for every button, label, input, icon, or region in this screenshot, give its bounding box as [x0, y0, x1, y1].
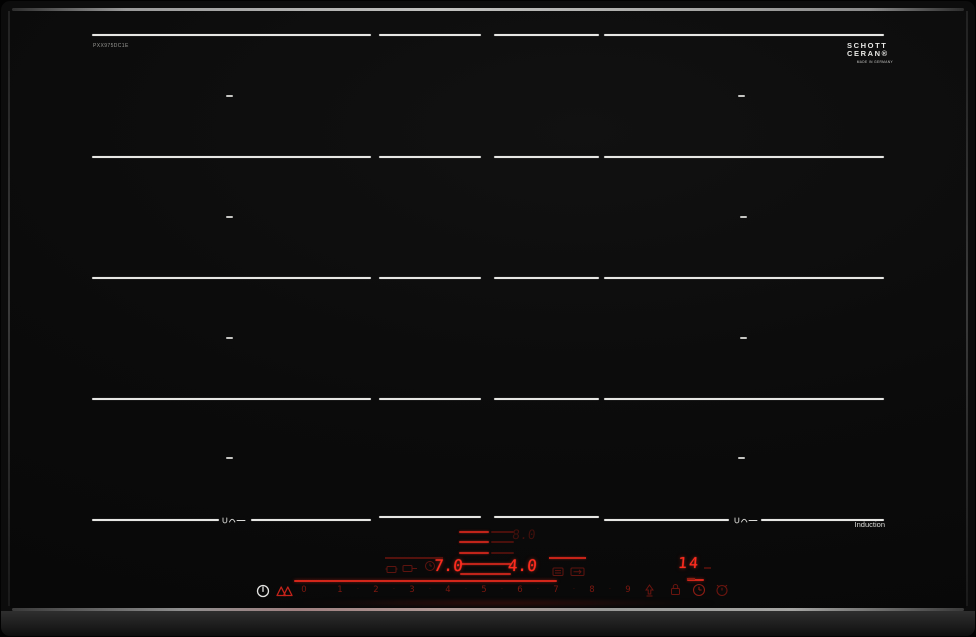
pan-detection-dash: [738, 457, 745, 459]
half-level-dot[interactable]: ·: [536, 584, 540, 593]
pan-detection-dash: [226, 95, 233, 97]
half-level-dot[interactable]: ·: [500, 584, 504, 593]
induction-label: Induction: [854, 520, 885, 529]
power-move-icon[interactable]: [276, 584, 293, 602]
zone-boundary-line: [494, 156, 599, 158]
zone-move-indicator-line: [491, 552, 514, 554]
ceran-line: CERAN®: [847, 48, 889, 58]
pan-alignment-icon: [733, 512, 759, 524]
zone-boundary-line: [604, 156, 884, 158]
zone-boundary-line: [604, 519, 729, 521]
cleaning-lock-icon[interactable]: [670, 583, 681, 601]
power-level-key-4[interactable]: 4: [445, 585, 451, 595]
zone-boundary-line: [494, 277, 599, 279]
half-level-dot[interactable]: ·: [392, 584, 396, 593]
zone-boundary-line: [379, 277, 481, 279]
half-level-dot[interactable]: ·: [464, 584, 468, 593]
schott-line: SCHOTT: [847, 41, 888, 50]
timer-clock-icon[interactable]: [692, 583, 706, 602]
pan-detection-dash: [226, 216, 233, 218]
pan-detection-dash: [226, 337, 233, 339]
zone-boundary-line: [92, 277, 371, 279]
zone-boundary-line: [92, 156, 371, 158]
power-slider-active-line: [687, 579, 704, 581]
bottom-trim-line: [12, 608, 964, 611]
half-level-dot[interactable]: ·: [572, 584, 576, 593]
pot-icon: [385, 561, 398, 579]
zone-boundary-line: [379, 398, 481, 400]
timer-unit-indicator: [704, 567, 711, 569]
zone-move-indicator-line: [459, 541, 489, 543]
transfer-zone-left-icon: [552, 564, 564, 582]
zone-boundary-line: [92, 34, 371, 36]
right-cluster-line: [549, 557, 586, 559]
half-level-dot[interactable]: ·: [428, 584, 432, 593]
half-level-dot[interactable]: ·: [356, 584, 360, 593]
power-level-key-7[interactable]: 7: [553, 585, 559, 595]
schott-ceran-logo: SCHOTT CERAN® MADE IN GERMANY: [847, 42, 893, 64]
power-level-key-8[interactable]: 8: [589, 585, 595, 595]
power-level-key-0[interactable]: 0: [301, 585, 307, 595]
left-cluster-line: [385, 557, 443, 559]
zone-move-indicator-line: [491, 531, 514, 533]
top-trim-line: [12, 8, 964, 11]
pan-detection-dash: [740, 337, 747, 339]
zone-boundary-line: [92, 398, 371, 400]
power-level-key-2[interactable]: 2: [373, 585, 379, 595]
zone-move-indicator-line: [491, 541, 514, 543]
zone-move-indicator-line: [459, 531, 489, 533]
transfer-zone-right-icon: [570, 564, 585, 582]
power-slider-active-line: [294, 580, 557, 582]
power-level-key-6[interactable]: 6: [517, 585, 523, 595]
alarm-timer-icon[interactable]: [715, 583, 729, 602]
model-number-print: PXX975DC1E: [93, 43, 129, 49]
made-in-germany-print: MADE IN GERMANY: [856, 59, 893, 64]
zone-boundary-line: [379, 516, 481, 518]
zone-boundary-line: [92, 519, 219, 521]
clock-small-icon: [424, 559, 436, 577]
zone-move-indicator-line: [460, 573, 511, 575]
zone-boundary-line: [604, 277, 884, 279]
ceran-glass-surface: [10, 11, 966, 608]
zone-boundary-line: [379, 156, 481, 158]
zone-boundary-line: [494, 516, 599, 518]
power-icon[interactable]: [256, 584, 270, 603]
led-reflection: [281, 600, 721, 606]
zone-boundary-line: [604, 34, 884, 36]
zone-boundary-line: [494, 34, 599, 36]
zone-boundary-line: [494, 398, 599, 400]
boost-icon[interactable]: [644, 584, 655, 602]
bottom-bezel: BOSCH: [1, 611, 975, 636]
power-level-key-1[interactable]: 1: [337, 585, 343, 595]
left-trim-line: [8, 11, 10, 606]
pan-icon: [402, 560, 418, 578]
zone-boundary-line: [761, 519, 884, 521]
timer-active-dash: [687, 578, 695, 580]
pan-detection-dash: [226, 457, 233, 459]
right-trim-line: [966, 11, 968, 606]
power-level-key-5[interactable]: 5: [481, 585, 487, 595]
power-level-key-9[interactable]: 9: [625, 585, 631, 595]
pan-detection-dash: [738, 95, 745, 97]
zone-move-indicator-line: [460, 563, 511, 565]
zone-boundary-line: [379, 34, 481, 36]
zone-move-indicator-line: [459, 552, 489, 554]
pan-alignment-icon: [221, 512, 247, 524]
half-level-dot[interactable]: ·: [608, 584, 612, 593]
power-level-key-3[interactable]: 3: [409, 585, 415, 595]
zone-boundary-line: [604, 398, 884, 400]
pan-detection-dash: [740, 216, 747, 218]
zone-boundary-line: [251, 519, 371, 521]
